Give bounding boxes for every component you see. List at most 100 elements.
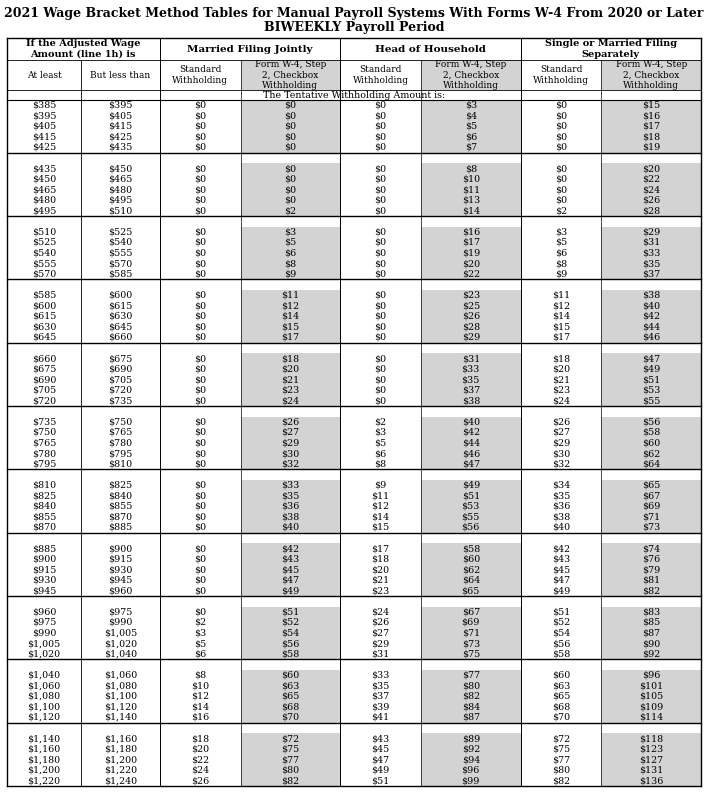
Bar — [159, 131, 241, 143]
Bar — [340, 332, 421, 343]
Bar — [520, 385, 602, 395]
Bar — [81, 585, 159, 596]
Text: $67: $67 — [642, 491, 661, 501]
Bar — [520, 100, 602, 111]
Text: $58: $58 — [281, 649, 299, 659]
Bar — [241, 512, 340, 522]
Bar — [340, 702, 421, 712]
Bar — [520, 754, 602, 765]
Text: $37: $37 — [462, 386, 480, 394]
Bar — [159, 268, 241, 280]
Bar — [520, 121, 602, 131]
Bar — [520, 185, 602, 195]
Bar — [421, 100, 520, 111]
Bar — [602, 143, 701, 153]
Bar — [520, 395, 602, 406]
Text: $0: $0 — [194, 227, 206, 237]
Text: $55: $55 — [462, 512, 480, 521]
Bar — [159, 754, 241, 765]
Text: $0: $0 — [285, 112, 297, 120]
Text: $0: $0 — [194, 491, 206, 501]
Bar — [421, 227, 520, 237]
Bar — [421, 638, 520, 649]
Text: $660: $660 — [32, 354, 57, 363]
Text: $45: $45 — [552, 565, 570, 574]
Bar — [340, 744, 421, 754]
Text: $40: $40 — [462, 417, 480, 426]
Bar — [520, 38, 701, 60]
Text: $20: $20 — [191, 744, 209, 753]
Bar — [159, 121, 241, 131]
Bar — [7, 163, 81, 174]
Bar — [340, 638, 421, 649]
Text: $82: $82 — [462, 691, 480, 701]
Text: $0: $0 — [555, 112, 567, 120]
Bar — [7, 691, 81, 702]
Text: $8: $8 — [285, 259, 297, 268]
Text: $51: $51 — [552, 607, 570, 616]
Bar — [241, 364, 340, 375]
Bar — [7, 733, 81, 744]
Text: $33: $33 — [281, 481, 299, 489]
Text: $0: $0 — [194, 175, 206, 184]
Text: $1,005: $1,005 — [28, 639, 61, 648]
Text: $0: $0 — [555, 175, 567, 184]
Bar — [81, 290, 159, 300]
Text: $46: $46 — [462, 449, 480, 458]
Bar — [241, 617, 340, 628]
Text: $17: $17 — [642, 122, 661, 131]
Bar — [7, 765, 81, 775]
Bar — [602, 628, 701, 638]
Bar — [340, 195, 421, 206]
Text: $0: $0 — [194, 312, 206, 321]
Text: $615: $615 — [108, 301, 132, 310]
Text: $0: $0 — [375, 122, 387, 131]
Text: Single or Married Filing
Separately: Single or Married Filing Separately — [544, 40, 677, 59]
Text: $0: $0 — [555, 101, 567, 110]
Text: $60: $60 — [642, 439, 661, 447]
Text: $720: $720 — [108, 386, 132, 394]
Text: $18: $18 — [552, 354, 570, 363]
Text: $36: $36 — [552, 502, 570, 511]
Text: $83: $83 — [642, 607, 661, 616]
Text: $465: $465 — [32, 185, 57, 194]
Bar — [520, 174, 602, 185]
Bar — [241, 227, 340, 237]
Bar — [520, 375, 602, 385]
Text: $495: $495 — [32, 206, 57, 215]
Text: $600: $600 — [108, 291, 132, 299]
Text: $33: $33 — [372, 671, 389, 680]
Bar — [421, 143, 520, 153]
Bar — [81, 670, 159, 680]
Bar — [340, 395, 421, 406]
Bar — [602, 300, 701, 311]
Bar — [7, 512, 81, 522]
Text: $0: $0 — [194, 354, 206, 363]
Text: $6: $6 — [555, 249, 567, 257]
Bar — [7, 490, 81, 501]
Bar — [81, 649, 159, 660]
Bar — [159, 427, 241, 438]
Bar — [159, 375, 241, 385]
Bar — [81, 775, 159, 786]
Text: $6: $6 — [194, 649, 206, 659]
Text: $960: $960 — [108, 586, 132, 596]
Bar — [340, 185, 421, 195]
Bar — [602, 237, 701, 248]
Text: $0: $0 — [555, 132, 567, 142]
Text: $0: $0 — [194, 502, 206, 511]
Bar — [159, 163, 241, 174]
Text: $58: $58 — [462, 544, 480, 553]
Bar — [520, 522, 602, 533]
Text: $70: $70 — [281, 713, 299, 722]
Bar — [241, 754, 340, 765]
Bar — [520, 131, 602, 143]
Text: $75: $75 — [281, 744, 299, 753]
Text: $0: $0 — [194, 122, 206, 131]
Bar — [520, 417, 602, 427]
Text: $885: $885 — [32, 544, 56, 553]
Text: $55: $55 — [642, 396, 661, 406]
Text: $60: $60 — [552, 671, 570, 680]
Bar — [421, 364, 520, 375]
Text: $42: $42 — [281, 544, 299, 553]
